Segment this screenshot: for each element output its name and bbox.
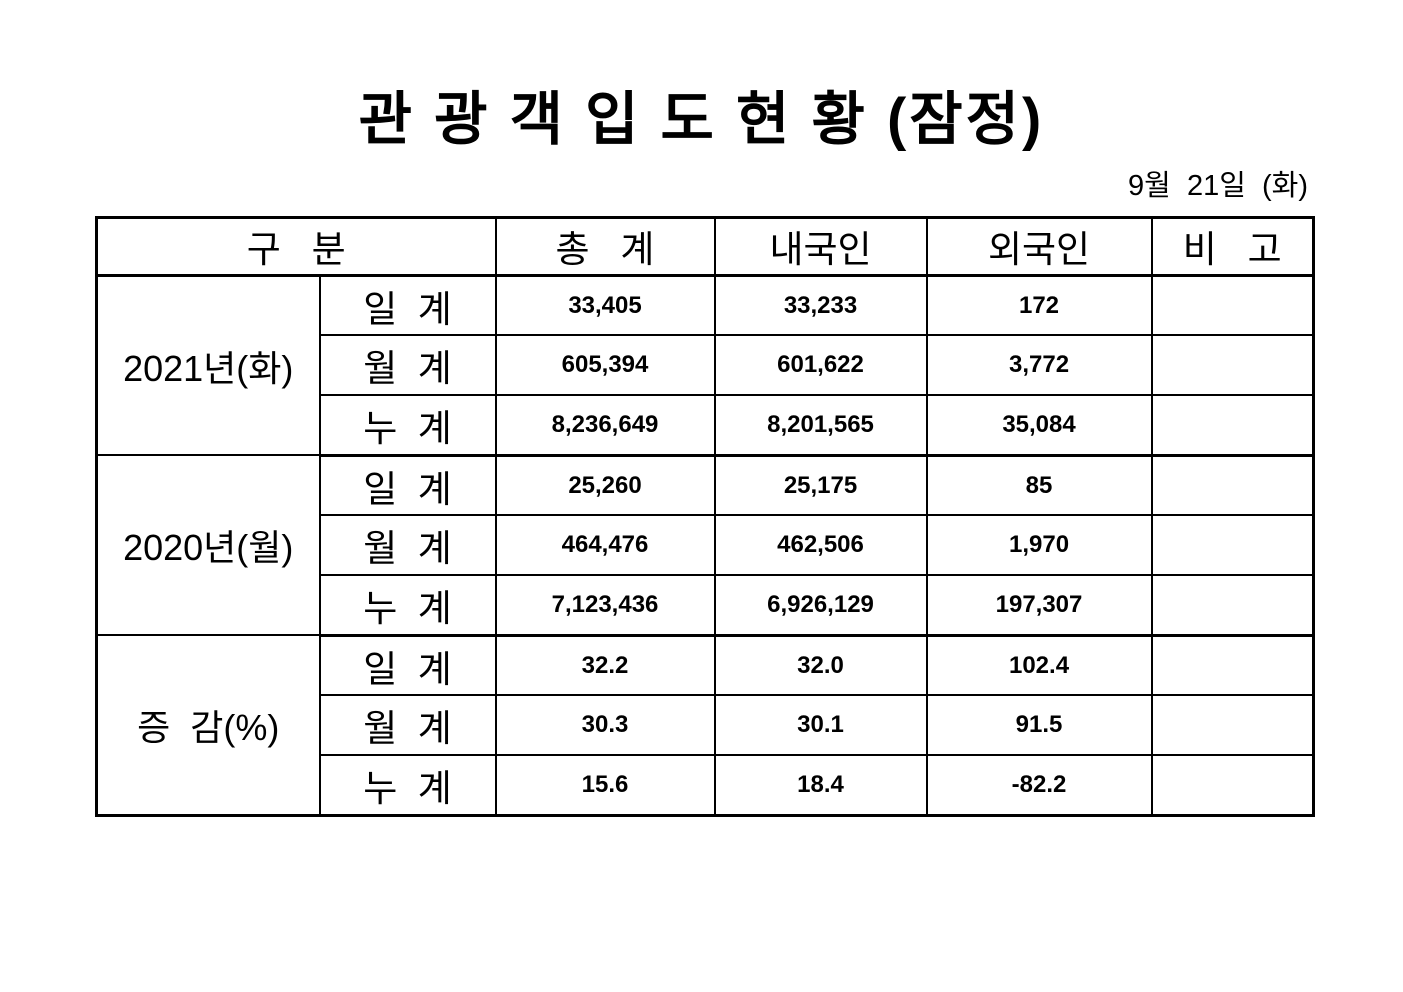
report-date: 9월 21일 (화): [1128, 169, 1308, 202]
row-label: 누 계: [318, 574, 497, 637]
note-cell: [1150, 454, 1315, 517]
header-domestic: 내국인: [713, 216, 928, 277]
group-label-2020: 2020년(월): [95, 454, 321, 637]
value-domestic: 462,506: [713, 514, 928, 577]
row-label: 일 계: [318, 454, 497, 517]
value-foreign: 102.4: [925, 634, 1153, 697]
note-cell: [1150, 514, 1315, 577]
table-row: 누 계 7,123,436 6,926,129 197,307: [97, 574, 1315, 637]
row-label: 일 계: [318, 274, 497, 337]
group-label-change: 증 감(%): [95, 634, 321, 817]
value-domestic: 601,622: [713, 334, 928, 397]
header-note: 비 고: [1150, 216, 1315, 277]
note-cell: [1150, 574, 1315, 637]
row-label: 월 계: [318, 514, 497, 577]
value-total: 7,123,436: [494, 574, 716, 637]
note-cell: [1150, 694, 1315, 757]
table-row: 2020년(월) 일 계 25,260 25,175 85: [95, 454, 1315, 637]
value-foreign: 35,084: [925, 394, 1153, 457]
header-gubun: 구 분: [95, 216, 497, 277]
value-domestic: 33,233: [713, 274, 928, 337]
table-row: 누 계 15.6 18.4 -82.2: [97, 754, 1315, 817]
header-total: 총 계: [494, 216, 716, 277]
value-total: 33,405: [494, 274, 716, 337]
value-foreign: 3,772: [925, 334, 1153, 397]
value-total: 30.3: [494, 694, 716, 757]
value-domestic: 6,926,129: [713, 574, 928, 637]
note-cell: [1150, 754, 1315, 817]
value-domestic: 18.4: [713, 754, 928, 817]
value-foreign: 91.5: [925, 694, 1153, 757]
value-total: 25,260: [494, 454, 716, 517]
note-cell: [1150, 274, 1315, 337]
header-foreign: 외국인: [925, 216, 1153, 277]
value-total: 464,476: [494, 514, 716, 577]
value-foreign: -82.2: [925, 754, 1153, 817]
page-title: 관 광 객 입 도 현 황 (잠정): [358, 87, 1045, 152]
value-domestic: 25,175: [713, 454, 928, 517]
table-row: 2021년(화) 일 계 33,405 33,233 172: [95, 274, 1315, 457]
group-label-2021: 2021년(화): [95, 274, 321, 457]
value-domestic: 30.1: [713, 694, 928, 757]
table-row: 월 계 605,394 601,622 3,772: [97, 334, 1315, 397]
value-foreign: 172: [925, 274, 1153, 337]
table-row: 누 계 8,236,649 8,201,565 35,084: [97, 394, 1315, 457]
value-total: 8,236,649: [494, 394, 716, 457]
report-table: 구 분 총 계 내국인 외국인 비 고 2021년(화) 일 계 33,405 …: [95, 215, 1316, 817]
row-label: 일 계: [318, 634, 497, 697]
note-cell: [1150, 394, 1315, 457]
value-foreign: 1,970: [925, 514, 1153, 577]
value-domestic: 8,201,565: [713, 394, 928, 457]
value-total: 32.2: [494, 634, 716, 697]
row-label: 누 계: [318, 754, 497, 817]
table-row: 월 계 464,476 462,506 1,970: [97, 514, 1315, 577]
table-row: 월 계 30.3 30.1 91.5: [97, 694, 1315, 757]
table-row: 증 감(%) 일 계 32.2 32.0 102.4: [95, 634, 1315, 817]
value-foreign: 85: [925, 454, 1153, 517]
value-domestic: 32.0: [713, 634, 928, 697]
row-label: 누 계: [318, 394, 497, 457]
row-label: 월 계: [318, 334, 497, 397]
value-total: 605,394: [494, 334, 716, 397]
note-cell: [1150, 334, 1315, 397]
note-cell: [1150, 634, 1315, 697]
value-total: 15.6: [494, 754, 716, 817]
value-foreign: 197,307: [925, 574, 1153, 637]
row-label: 월 계: [318, 694, 497, 757]
header-row: 구 분 총 계 내국인 외국인 비 고: [95, 216, 1315, 277]
